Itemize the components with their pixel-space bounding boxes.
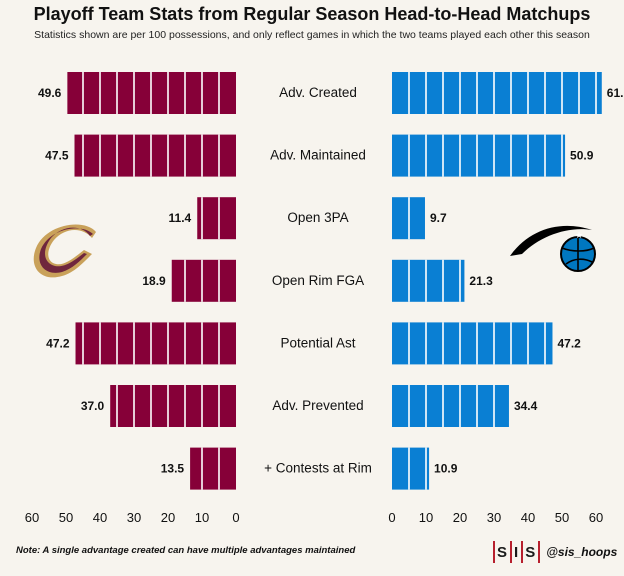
sis-logo-bar <box>493 541 495 563</box>
right-series-bar <box>392 259 465 302</box>
right-series-bar <box>392 322 553 365</box>
category-label: Potential Ast <box>280 335 355 350</box>
right-value-label: 9.7 <box>430 211 447 225</box>
left-axis-tick-label: 60 <box>25 510 39 525</box>
chart-subtitle: Statistics shown are per 100 possessions… <box>34 29 590 41</box>
right-value-label: 61.7 <box>607 86 624 100</box>
right-axis-tick-label: 30 <box>487 510 501 525</box>
left-axis-tick-label: 40 <box>93 510 107 525</box>
right-axis-tick-label: 20 <box>453 510 467 525</box>
category-label: Adv. Prevented <box>272 398 363 413</box>
right-value-label: 34.4 <box>514 399 538 413</box>
category-label: + Contests at Rim <box>264 461 372 476</box>
left-value-label: 49.6 <box>38 86 62 100</box>
cavaliers-c-logo-icon <box>33 224 96 278</box>
left-axis-tick-label: 30 <box>127 510 141 525</box>
left-value-label: 47.2 <box>46 336 70 350</box>
category-label: Open Rim FGA <box>272 273 364 288</box>
right-series-bar <box>392 134 566 177</box>
category-label: Adv. Created <box>279 85 357 100</box>
sis-logo-letter: S <box>525 543 537 561</box>
sis-logo-bar <box>521 541 524 563</box>
left-value-label: 37.0 <box>81 399 105 413</box>
sis-logo-letter: S <box>497 543 509 561</box>
right-value-label: 50.9 <box>570 149 594 163</box>
right-value-label: 10.9 <box>434 462 458 476</box>
sis-logo-letter: I <box>514 543 520 561</box>
sis-logo-bar <box>510 541 513 563</box>
left-value-label: 47.5 <box>45 149 69 163</box>
right-value-label: 47.2 <box>557 336 581 350</box>
left-axis-tick-label: 10 <box>195 510 209 525</box>
right-axis-tick-label: 40 <box>521 510 535 525</box>
right-series-bar <box>392 72 602 114</box>
left-series-bar <box>190 447 236 490</box>
left-series-bar <box>75 322 237 365</box>
left-axis-tick-label: 50 <box>59 510 73 525</box>
sis-logo: S I S <box>493 541 541 563</box>
right-series-bar <box>392 385 509 427</box>
right-series-bar <box>392 447 430 490</box>
left-value-label: 13.5 <box>161 462 185 476</box>
left-value-label: 11.4 <box>169 211 192 225</box>
svg-text:★: ★ <box>575 231 583 241</box>
left-series-bar <box>197 197 236 240</box>
social-handle: @sis_hoops <box>546 545 618 559</box>
category-label: Open 3PA <box>287 210 348 225</box>
chart-title: Playoff Team Stats from Regular Season H… <box>33 4 591 24</box>
left-series-bar <box>171 259 236 302</box>
sis-logo-bar <box>538 541 541 563</box>
footnote: Note: A single advantage created can hav… <box>16 545 356 556</box>
left-value-label: 18.9 <box>142 274 166 288</box>
magic-ball-logo-icon: ★ <box>510 225 596 272</box>
left-series-bar <box>110 385 236 427</box>
brand-footer: S I S @sis_hoops <box>493 538 617 566</box>
left-axis-tick-label: 20 <box>161 510 175 525</box>
right-axis-tick-label: 0 <box>388 510 395 525</box>
right-axis-tick-label: 10 <box>419 510 433 525</box>
left-axis-tick-label: 0 <box>232 510 239 525</box>
category-label: Adv. Maintained <box>270 148 366 163</box>
right-axis-tick-label: 60 <box>589 510 603 525</box>
right-value-label: 21.3 <box>469 274 493 288</box>
right-axis-tick-label: 50 <box>555 510 569 525</box>
left-series-bar <box>74 134 236 177</box>
